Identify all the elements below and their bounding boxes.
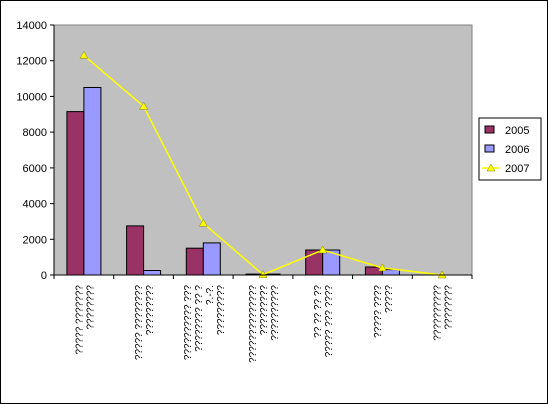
x-tick-label-6: ????? ?????????	[373, 285, 395, 338]
legend-swatch-2005	[484, 125, 495, 134]
plot-area	[53, 24, 473, 276]
bar-2006-3	[202, 242, 221, 276]
x-tick-label-line: ?????????	[259, 285, 270, 335]
x-tick-label-line: ?? ?? ?? ??	[313, 285, 324, 338]
x-tick-label-line: ?????????? ???	[183, 285, 194, 361]
y-tick-label-4: 8000	[23, 127, 47, 139]
x-tick-label-5: ?? ?? ?? ??????? ??? ????	[313, 285, 335, 358]
x-tick-label-line: ????? ????	[373, 285, 384, 338]
y-tick-label-2: 4000	[23, 199, 47, 211]
point-2007-4	[258, 270, 268, 278]
x-tick-label-line: ?????????	[145, 285, 156, 335]
point-2007-6	[377, 263, 387, 272]
point-2007-1	[79, 50, 89, 59]
point-2007-5	[318, 245, 328, 254]
legend: 2005 2006 2007	[478, 117, 542, 181]
x-tick-label-3: ?????????? ??????????? ?? ? ?.-?.????????…	[183, 285, 227, 361]
bar-2005-1	[66, 111, 85, 276]
x-tick-label-4: ?????????????????????????????????	[248, 285, 281, 363]
x-tick-label-2: ????? ?????????????????	[134, 285, 156, 361]
y-tick-label-7: 14000	[16, 20, 47, 32]
x-tick-label-line: ?.-?.	[205, 285, 216, 305]
legend-label-2006: 2006	[505, 144, 529, 156]
x-tick-label-7: ??????????????????	[433, 285, 455, 341]
x-tick-label-line: ????? ????????	[134, 285, 145, 361]
x-labels-layer: ????? ???????????????????? ?????????????…	[74, 285, 454, 363]
legend-swatch-2006	[484, 144, 495, 153]
x-tick-label-line: ????? ???????	[74, 285, 85, 355]
legend-label-2005: 2005	[505, 125, 529, 137]
x-tick-label-line: ????????	[85, 285, 96, 330]
y-tick-label-6: 12000	[16, 56, 47, 68]
y-tick-label-0: 0	[41, 270, 47, 282]
bar-2006-2	[143, 270, 162, 276]
bar-2005-2	[126, 225, 145, 276]
bar-2005-3	[185, 247, 204, 276]
x-tick-label-line: ?????	[384, 285, 395, 313]
x-tick-label-line: ???????? ?? ?	[194, 285, 205, 352]
x-tick-label-line: ????????	[444, 285, 455, 330]
x-tick-label-line: ????? ??? ????	[324, 285, 335, 358]
axes-layer	[53, 25, 473, 279]
y-tick-label-1: 2000	[23, 234, 47, 246]
x-tick-label-line: ??????????????	[248, 285, 259, 363]
y-tick-label-5: 10000	[16, 91, 47, 103]
point-2007-3	[198, 218, 208, 227]
x-tick-label-line: ??????????	[270, 285, 281, 341]
x-tick-label-line: ?????????	[216, 285, 227, 335]
y-ticks-layer: 0 2000 4000 6000 8000 10000 12000 14000	[16, 20, 54, 282]
y-tick-label-3: 6000	[23, 163, 47, 175]
bar-2006-1	[83, 87, 102, 276]
x-tick-label-line: ??????????	[433, 285, 444, 341]
legend-marker-2007	[486, 163, 496, 172]
bars-layer	[66, 87, 400, 276]
point-2007-2	[139, 101, 149, 110]
x-tick-label-1: ????? ???????????????	[74, 285, 96, 355]
legend-label-2007: 2007	[505, 163, 529, 175]
